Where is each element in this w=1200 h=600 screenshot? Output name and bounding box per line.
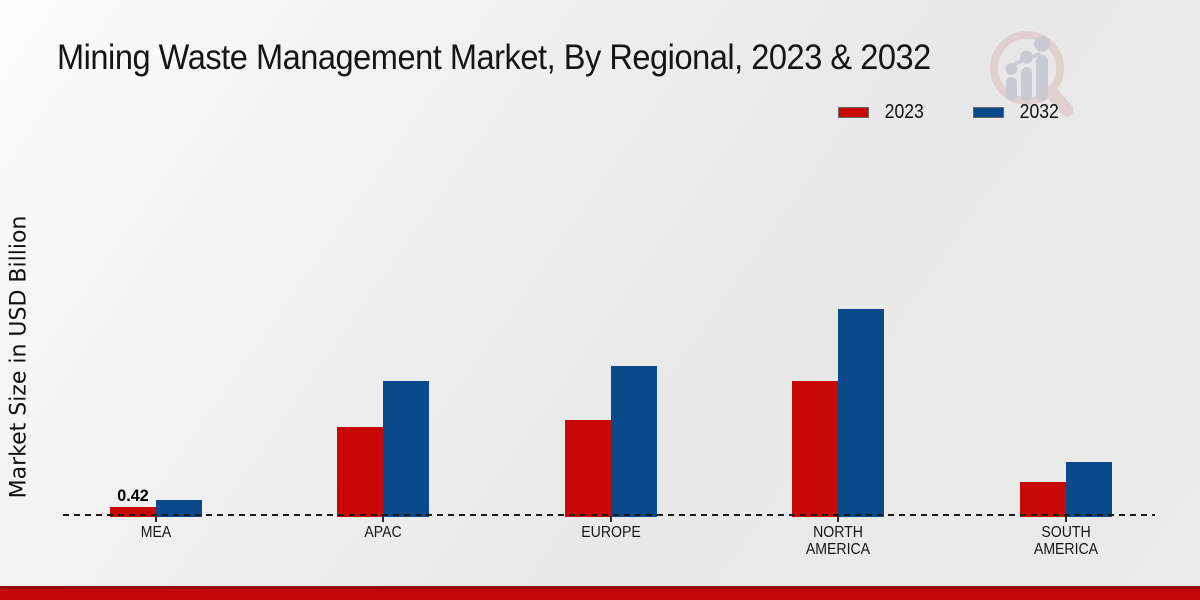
legend-swatch-2023: [838, 107, 869, 118]
chart-title: Mining Waste Management Market, By Regio…: [57, 38, 931, 77]
bar-2032-europe: [610, 366, 657, 517]
bar-2023-south-america: [1019, 481, 1066, 517]
x-tick-europe: [609, 516, 612, 522]
y-axis-label: Market Size in USD Billion: [6, 215, 32, 499]
market-research-future-logo: [990, 31, 1074, 117]
category-label-north-america: NORTH AMERICA: [806, 524, 871, 558]
legend-label-2032: 2032: [1019, 101, 1059, 123]
x-tick-apac: [382, 516, 385, 522]
x-axis-baseline: [63, 514, 1155, 516]
category-label-europe: EUROPE: [580, 524, 641, 541]
footer-accent-bar: [0, 586, 1200, 600]
bar-2032-apac: [383, 380, 430, 517]
bar-2032-south-america: [1065, 462, 1112, 517]
category-label-south-america: SOUTH AMERICA: [1033, 524, 1098, 558]
magnifier-circle-icon: [990, 31, 1064, 105]
bar-2032-mea: [155, 499, 202, 517]
magnifier-handle-icon: [1044, 85, 1074, 117]
bar-2032-north-america: [838, 308, 885, 517]
x-tick-mea: [154, 516, 157, 522]
data-label-mea: 0.42: [116, 485, 149, 505]
bar-2023-europe: [564, 419, 611, 517]
x-tick-north-america: [837, 516, 840, 522]
growth-bars-icon: [1005, 36, 1050, 101]
bar-2023-north-america: [792, 380, 839, 517]
legend-swatch-2032: [972, 107, 1004, 118]
legend-item-2032: 2032: [972, 101, 1062, 124]
legend-item-2023: 2023: [838, 101, 927, 124]
category-label-apac: APAC: [364, 524, 402, 541]
legend-label-2023: 2023: [884, 101, 924, 123]
bar-2023-mea: [109, 506, 156, 517]
legend: 2023 2032: [838, 101, 1061, 124]
x-tick-south-america: [1064, 516, 1067, 522]
bar-2023-apac: [337, 427, 384, 517]
category-label-mea: MEA: [140, 524, 171, 541]
